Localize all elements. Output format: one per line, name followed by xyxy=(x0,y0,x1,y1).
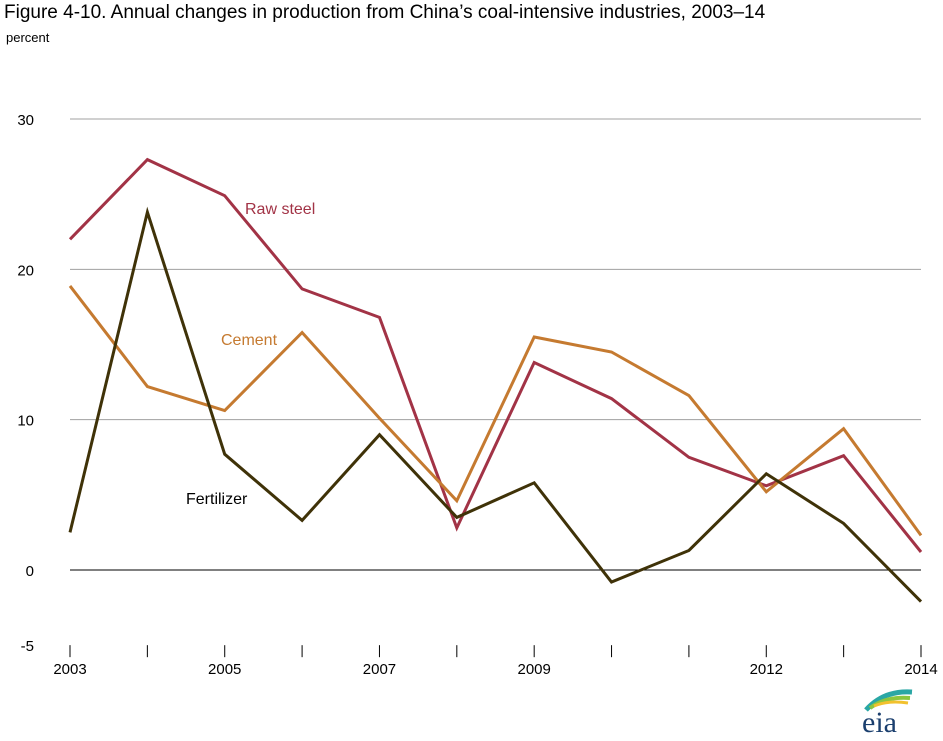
x-tick-label: 2003 xyxy=(53,661,86,678)
x-axis: 2003 2005 2007 2009 2012 2014 xyxy=(53,645,938,678)
annotation-fertilizer: Fertilizer xyxy=(186,491,248,508)
series-line-fertilizer xyxy=(68,206,923,603)
logo-arc-green xyxy=(868,695,911,710)
x-tick-label: 2005 xyxy=(208,661,241,678)
x-tick-label: 2007 xyxy=(363,661,396,678)
logo-text: eia xyxy=(862,706,897,736)
y-tick-label: 20 xyxy=(17,262,34,279)
y-axis-tick-labels: 30 20 10 0 -5 xyxy=(17,112,34,655)
y-tick-label: 0 xyxy=(26,563,34,580)
series-lines xyxy=(68,157,923,603)
x-tick-label: 2012 xyxy=(750,661,783,678)
logo-arc-yellow xyxy=(873,700,909,708)
logo-arc-teal xyxy=(864,689,913,712)
x-tick-label: 2014 xyxy=(904,661,937,678)
y-tick-label: -5 xyxy=(21,638,34,655)
y-tick-label: 30 xyxy=(17,112,34,129)
series-annotations: Raw steel Cement Fertilizer xyxy=(186,201,315,508)
chart-title: Figure 4-10. Annual changes in productio… xyxy=(4,2,766,23)
annotation-cement: Cement xyxy=(221,332,278,349)
y-unit-label: percent xyxy=(6,30,50,45)
y-tick-label: 10 xyxy=(17,413,34,430)
annotation-raw-steel: Raw steel xyxy=(245,201,315,218)
eia-logo: eia xyxy=(862,689,913,736)
x-tick-label: 2009 xyxy=(517,661,550,678)
